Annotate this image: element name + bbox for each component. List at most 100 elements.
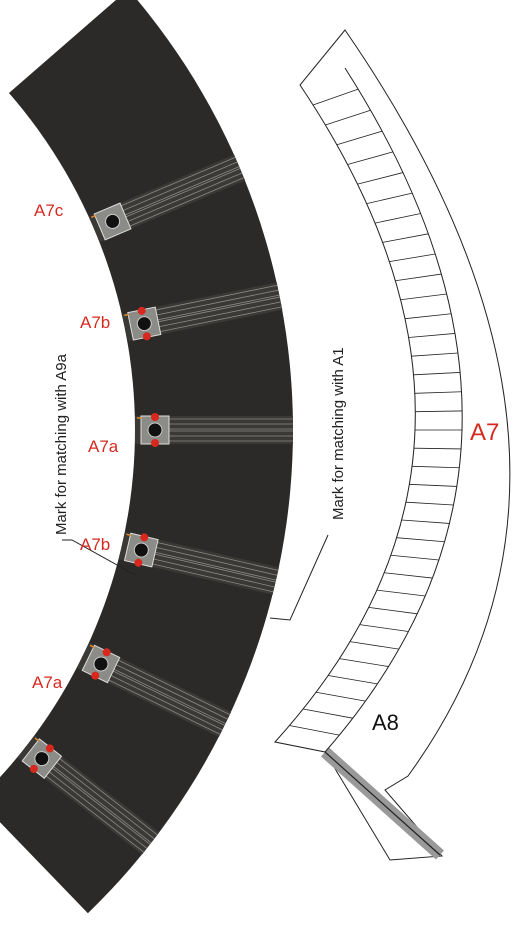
- connector-hole: [133, 542, 149, 558]
- connector-hole: [93, 656, 109, 672]
- segment-line: [389, 253, 436, 263]
- piece-label: A7: [470, 419, 499, 446]
- lane-line: [112, 166, 240, 221]
- lane-line: [142, 543, 278, 576]
- track-label: A7a: [88, 437, 119, 456]
- lane-line: [143, 289, 279, 319]
- peg: [134, 558, 143, 567]
- segment-line: [349, 641, 399, 650]
- curved-track: [0, 0, 293, 914]
- track-label: A7c: [34, 201, 64, 220]
- segment-line: [401, 519, 450, 524]
- lane-line: [146, 306, 282, 335]
- lane-line: [98, 669, 223, 731]
- lane-line: [45, 753, 155, 840]
- track-label: A7b: [80, 535, 110, 554]
- lane-line: [143, 538, 279, 571]
- note: Mark for matching with A9a: [53, 353, 70, 535]
- segment-line: [396, 537, 445, 543]
- leader-line: [269, 534, 329, 621]
- segment-line: [413, 372, 461, 376]
- lane-line: [108, 157, 236, 212]
- segment-line: [405, 501, 454, 506]
- connector-label: A8: [372, 710, 399, 735]
- peg: [102, 648, 111, 657]
- connector-hole: [147, 422, 163, 438]
- connector-hole: [136, 316, 152, 332]
- track-section: [135, 413, 293, 447]
- peg: [151, 413, 159, 421]
- piece-outline: [274, 29, 511, 861]
- leader-line: [62, 539, 136, 576]
- segment-line: [289, 725, 340, 736]
- lane-line: [100, 664, 225, 726]
- segment-line: [328, 675, 378, 685]
- connector-hole: [34, 751, 50, 767]
- peg: [151, 439, 159, 447]
- lane-line: [141, 548, 277, 581]
- lane-line: [141, 550, 276, 583]
- segment-line: [408, 333, 456, 338]
- segment-line: [415, 410, 463, 413]
- segment-line: [404, 313, 452, 320]
- lane-line: [40, 759, 151, 845]
- peg: [137, 306, 146, 315]
- segment-line: [303, 708, 353, 719]
- lane-line: [139, 555, 275, 588]
- lane-line: [37, 763, 148, 849]
- lane-line: [105, 653, 231, 715]
- track-label: A7a: [32, 673, 63, 692]
- lane-line: [101, 662, 226, 724]
- paper-piece: [274, 29, 511, 861]
- lane-line: [144, 294, 280, 323]
- peg: [45, 744, 54, 753]
- lane-line: [144, 296, 280, 325]
- track-section: [76, 642, 232, 738]
- track-surface: [0, 0, 293, 914]
- lane-line: [42, 757, 152, 844]
- track-section: [121, 282, 283, 342]
- segment-line: [411, 352, 458, 357]
- lane-line: [114, 172, 243, 228]
- tick: [124, 313, 130, 317]
- segment-line: [412, 465, 460, 469]
- lane-line: [138, 560, 274, 593]
- segment-line: [339, 658, 389, 667]
- track-section: [17, 735, 160, 855]
- segment-line: [376, 589, 426, 597]
- segment-line: [357, 172, 404, 185]
- segment-line: [336, 130, 383, 146]
- segment-line: [390, 554, 439, 561]
- segment-line: [400, 293, 447, 301]
- lane-line: [48, 749, 158, 836]
- segment-line: [359, 624, 409, 632]
- lane-line: [110, 161, 238, 217]
- tick: [126, 533, 132, 537]
- segment-line: [325, 109, 371, 126]
- lane-line: [103, 658, 228, 720]
- segment-line: [347, 151, 394, 165]
- tick: [91, 214, 97, 219]
- tick: [34, 737, 40, 742]
- segment-line: [374, 213, 421, 224]
- segment-line: [315, 691, 366, 702]
- lane-strip: [121, 282, 283, 342]
- peg: [142, 332, 151, 341]
- connector-hole: [105, 213, 121, 229]
- track-label: A7b: [80, 313, 110, 332]
- segment-line: [384, 572, 433, 579]
- segment-line: [366, 192, 413, 205]
- peg: [91, 671, 100, 680]
- peg: [29, 764, 38, 773]
- lane-line: [145, 301, 281, 330]
- segment-line: [413, 447, 462, 450]
- segment-line: [368, 607, 418, 615]
- lane-line: [112, 168, 241, 223]
- lane-line: [116, 177, 245, 232]
- segment-line: [409, 483, 457, 487]
- segment-line: [414, 391, 462, 394]
- segment-line: [395, 273, 442, 282]
- segment-line: [312, 88, 359, 106]
